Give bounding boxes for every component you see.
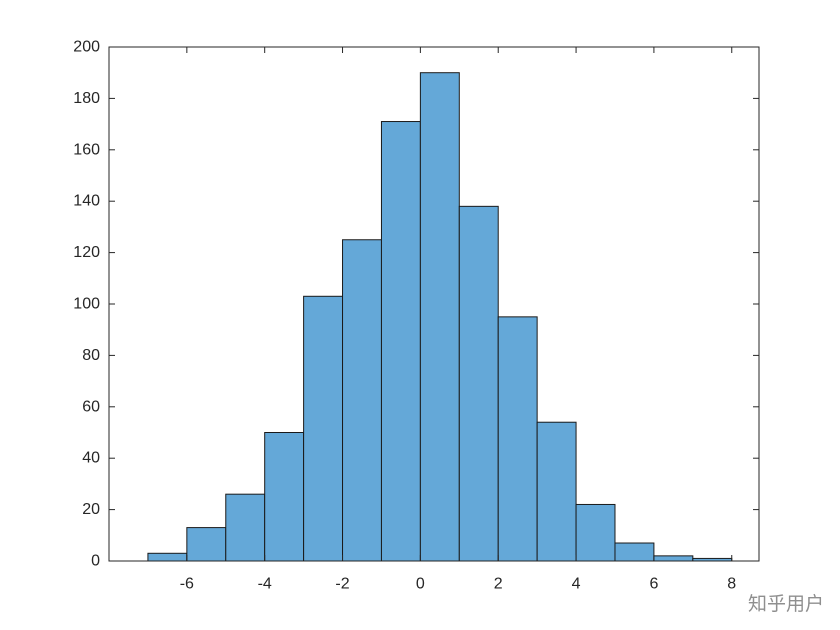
y-tick-label: 180 (73, 90, 100, 107)
y-tick-label: 160 (73, 141, 100, 158)
x-axis: -6 -4 -2 0 2 4 6 8 (180, 47, 736, 593)
y-tick-label: 0 (91, 553, 100, 570)
histogram-bar (342, 239, 382, 562)
histogram-bar (653, 555, 694, 562)
y-tick-label: 60 (82, 398, 100, 415)
x-tick-label: 0 (416, 576, 425, 593)
histogram-bar (614, 542, 655, 562)
watermark-text: 知乎用户 (747, 593, 824, 615)
x-tick-label: 8 (727, 576, 736, 593)
y-tick-label: 20 (82, 501, 100, 518)
y-tick-label: 80 (82, 347, 100, 364)
x-tick-label: -4 (258, 576, 272, 593)
x-tick-label: 6 (649, 576, 658, 593)
y-tick-label: 200 (73, 39, 100, 56)
histogram-bar (303, 295, 344, 562)
histogram-bar (225, 493, 266, 562)
y-tick-label: 100 (73, 296, 100, 313)
histogram-bar (536, 421, 577, 562)
x-tick-label: 2 (494, 576, 503, 593)
x-tick-label: -6 (180, 576, 194, 593)
histogram-bar (575, 503, 616, 562)
histogram-bar (458, 205, 499, 562)
y-tick-label: 40 (82, 450, 100, 467)
histogram-bar (380, 121, 421, 562)
y-axis: 0 20 40 60 80 100 120 140 160 180 200 (73, 39, 759, 570)
histogram-bar (419, 72, 460, 562)
histogram-bar (186, 527, 227, 562)
histogram-bar (264, 432, 305, 562)
histogram-bar (147, 552, 188, 562)
x-tick-label: 4 (572, 576, 581, 593)
y-tick-label: 120 (73, 244, 100, 261)
y-tick-label: 140 (73, 193, 100, 210)
histogram-bar (497, 316, 538, 562)
x-tick-label: -2 (335, 576, 349, 593)
bars-group (147, 72, 733, 562)
